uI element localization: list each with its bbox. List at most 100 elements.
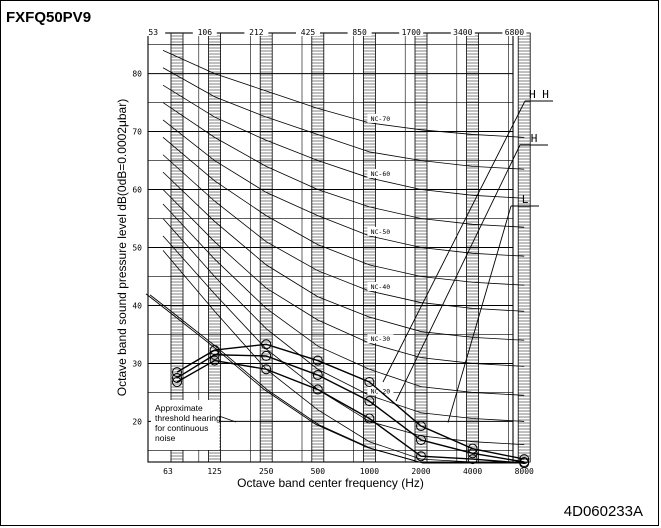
top-band-label-bg — [192, 27, 217, 36]
series-point — [364, 396, 375, 407]
series-leader — [447, 205, 512, 423]
nc-curve-label: NC-30 — [371, 335, 391, 343]
nc-label-bg — [367, 226, 394, 236]
threshold-label-box — [151, 400, 219, 450]
series-point — [364, 413, 375, 424]
nc-curve — [162, 154, 525, 312]
nc-curve — [162, 218, 525, 422]
series-name-label: H H — [529, 88, 549, 101]
series-point — [312, 384, 323, 395]
series-point — [172, 372, 182, 383]
series-name-label: L — [522, 193, 529, 206]
nc-label-bg — [367, 334, 394, 344]
x-tick-label: 8000 — [515, 467, 534, 476]
nc-curve-label: NC-60 — [371, 170, 391, 178]
x-tick-label: 250 — [259, 467, 274, 476]
nc-curve — [162, 235, 525, 446]
x-tick-label: 125 — [207, 467, 222, 476]
series-point — [519, 454, 530, 465]
top-band-label-bg — [502, 27, 527, 36]
top-band-label: 850 — [352, 28, 367, 37]
series-point — [416, 451, 426, 462]
threshold-label-line: noise — [155, 433, 176, 443]
top-band-label: 425 — [301, 28, 316, 37]
document-id: 4D060233A — [563, 503, 643, 520]
series-point — [261, 339, 272, 350]
series-point — [209, 349, 220, 360]
nc-curve — [162, 119, 525, 257]
nc-label-bg — [367, 281, 394, 291]
y-tick-label: 70 — [132, 128, 142, 137]
data-series — [172, 339, 530, 469]
x-tick-label: 63 — [163, 467, 173, 476]
series-point — [364, 376, 375, 387]
plot-border — [147, 32, 514, 463]
nc-curve-label: NC-50 — [371, 228, 391, 236]
nc-curve — [162, 171, 525, 341]
y-tick-label: 50 — [132, 244, 142, 253]
model-title: FXFQ50PV9 — [6, 9, 92, 26]
series-point — [467, 454, 478, 465]
top-band-label: 53 — [148, 28, 158, 37]
series-point — [172, 367, 182, 378]
nc-label-bg — [367, 113, 394, 123]
top-band-label: 212 — [249, 28, 264, 37]
x-axis-title: Octave band center frequency (Hz) — [237, 476, 424, 490]
y-tick-label: 30 — [132, 359, 142, 368]
top-band-label: 106 — [198, 28, 213, 37]
series-point — [312, 355, 323, 366]
chart-labels: H H H L — [382, 88, 553, 423]
top-band-label: 1700 — [402, 28, 421, 37]
nc-curve — [162, 102, 525, 228]
top-band-label-bg — [347, 27, 372, 36]
series-line — [176, 354, 525, 463]
top-band-label-bg — [450, 27, 475, 36]
x-tick-label: 500 — [311, 467, 326, 476]
nc-curve — [162, 67, 525, 170]
threshold-label-line: for continuous — [155, 423, 208, 433]
y-axis-title: Octave band sound pressure level dB(0dB=… — [115, 99, 129, 396]
series-point — [261, 350, 272, 361]
series-leader — [382, 100, 526, 383]
y-tick-label: 60 — [132, 186, 142, 195]
nc-curve — [162, 137, 525, 286]
series-point — [261, 364, 272, 375]
top-band-label-bg — [141, 27, 166, 36]
y-tick-label: 40 — [132, 301, 142, 310]
threshold-line — [149, 294, 527, 464]
axes: 20 30 40 50 60 70 80 63 125 250 500 1000 2000 4000 800… — [115, 27, 534, 490]
series-line — [176, 343, 525, 460]
series-point — [209, 355, 220, 366]
threshold-pointer — [218, 415, 237, 423]
series-point — [519, 458, 530, 469]
series-point — [416, 434, 426, 445]
y-tick-label: 80 — [132, 70, 142, 79]
series-leader — [395, 144, 521, 402]
series-line — [176, 359, 525, 464]
series-point — [172, 376, 182, 387]
nc-label-bg — [367, 168, 394, 178]
nc-curve — [162, 50, 525, 138]
x-tick-label: 4000 — [463, 467, 482, 476]
nc-curve — [162, 203, 525, 396]
top-band-label-bg — [244, 27, 269, 36]
nc-curve — [162, 189, 525, 367]
series-point — [312, 370, 323, 381]
top-band-label-bg — [296, 27, 320, 36]
threshold-label-line: threshold hearing — [155, 413, 221, 423]
threshold-label-line: Approximate — [155, 403, 203, 413]
series-point — [467, 448, 478, 459]
nc-curve — [162, 84, 525, 199]
top-band-label: 3400 — [453, 28, 472, 37]
x-tick-label: 2000 — [411, 467, 430, 476]
series-point — [416, 421, 426, 432]
y-tick-label: 20 — [132, 417, 142, 426]
nc-curve-label: NC-40 — [371, 283, 391, 291]
series-name-label: H — [531, 132, 538, 145]
x-tick-label: 1000 — [360, 467, 379, 476]
nc-curve-label: NC-70 — [371, 115, 391, 123]
top-band-label: 6800 — [505, 28, 524, 37]
